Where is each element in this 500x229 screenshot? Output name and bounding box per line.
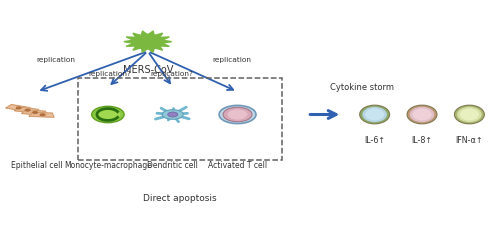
Polygon shape bbox=[133, 46, 140, 50]
Polygon shape bbox=[160, 44, 170, 46]
Text: IL-8↑: IL-8↑ bbox=[412, 136, 432, 145]
Ellipse shape bbox=[228, 109, 248, 120]
Text: replication?: replication? bbox=[150, 71, 193, 76]
Ellipse shape bbox=[360, 105, 390, 124]
Text: replication: replication bbox=[36, 57, 76, 63]
Polygon shape bbox=[29, 112, 54, 117]
Text: Epithelial cell: Epithelial cell bbox=[11, 161, 63, 170]
Polygon shape bbox=[133, 33, 140, 37]
Polygon shape bbox=[160, 37, 170, 40]
Ellipse shape bbox=[223, 107, 252, 122]
Bar bbox=[78, 78, 282, 160]
Text: Direct apoptosis: Direct apoptosis bbox=[144, 194, 217, 203]
Polygon shape bbox=[156, 46, 162, 50]
Polygon shape bbox=[22, 110, 46, 115]
Ellipse shape bbox=[407, 105, 437, 124]
Text: replication?: replication? bbox=[88, 71, 131, 76]
Ellipse shape bbox=[96, 108, 120, 121]
Ellipse shape bbox=[457, 107, 481, 122]
Text: MERS-CoV: MERS-CoV bbox=[122, 65, 173, 75]
Ellipse shape bbox=[410, 107, 434, 122]
Ellipse shape bbox=[40, 114, 45, 115]
Text: Monocyte-macrophage: Monocyte-macrophage bbox=[64, 161, 152, 170]
Polygon shape bbox=[142, 31, 147, 35]
Ellipse shape bbox=[219, 105, 256, 124]
Ellipse shape bbox=[412, 109, 432, 120]
Ellipse shape bbox=[162, 110, 183, 119]
Polygon shape bbox=[124, 40, 132, 43]
Polygon shape bbox=[126, 44, 135, 46]
Ellipse shape bbox=[16, 107, 21, 109]
Polygon shape bbox=[142, 48, 147, 52]
Text: Cytokine storm: Cytokine storm bbox=[330, 83, 394, 92]
Text: replication: replication bbox=[212, 57, 252, 63]
Polygon shape bbox=[6, 105, 30, 112]
Text: IFN-α↑: IFN-α↑ bbox=[456, 136, 483, 145]
Text: Activated T cell: Activated T cell bbox=[208, 161, 267, 170]
Ellipse shape bbox=[362, 107, 387, 122]
Ellipse shape bbox=[26, 109, 30, 111]
Ellipse shape bbox=[454, 105, 484, 124]
Polygon shape bbox=[164, 40, 172, 43]
Polygon shape bbox=[126, 37, 135, 40]
Ellipse shape bbox=[92, 106, 124, 123]
Text: Dendritic cell: Dendritic cell bbox=[148, 161, 198, 170]
Ellipse shape bbox=[460, 109, 479, 120]
Polygon shape bbox=[148, 48, 154, 52]
Polygon shape bbox=[132, 34, 164, 49]
Ellipse shape bbox=[33, 112, 38, 113]
Polygon shape bbox=[148, 31, 154, 35]
Polygon shape bbox=[156, 33, 162, 37]
Polygon shape bbox=[14, 107, 38, 114]
Ellipse shape bbox=[365, 109, 384, 120]
Text: IL-6↑: IL-6↑ bbox=[364, 136, 385, 145]
Ellipse shape bbox=[168, 112, 177, 117]
